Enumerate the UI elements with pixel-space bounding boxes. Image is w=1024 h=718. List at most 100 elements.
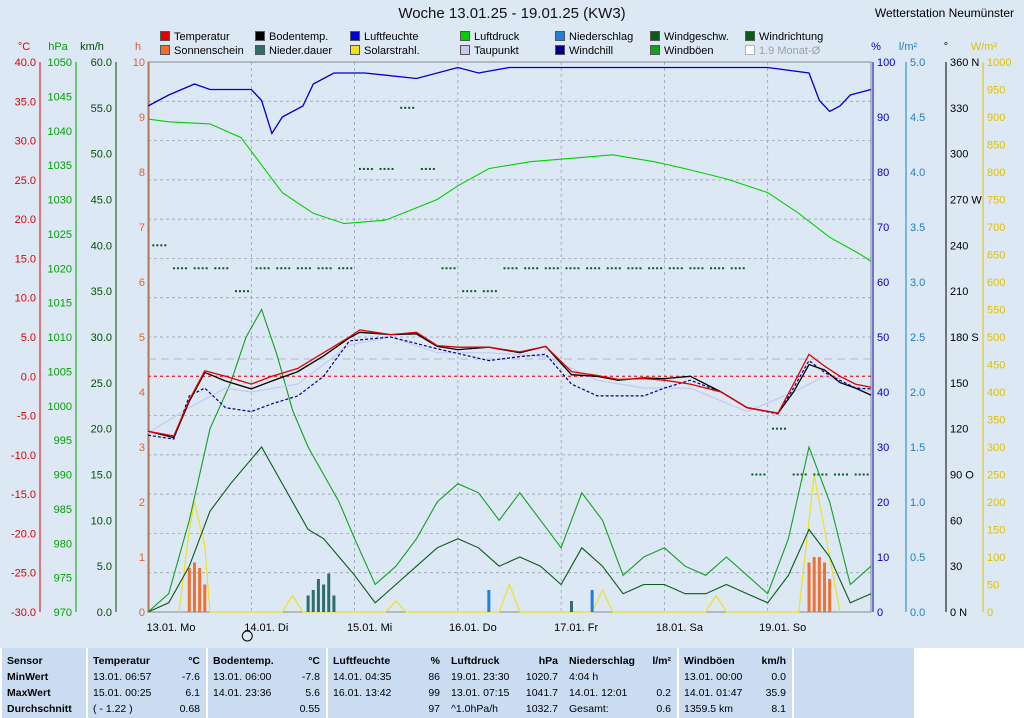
axis-tick-rain: 5.0 [910,57,925,69]
axis-tick-pressure: 1050 [48,57,72,69]
axis-tick-rain: 1.0 [910,497,925,509]
stats-cell: ( - 1.22 ) [93,703,133,715]
bar-sonnenschein [187,568,191,612]
wind-direction-dot [329,267,332,270]
axis-unit-hours: h [135,41,141,53]
stats-cell: Luftdruck [451,655,500,667]
wind-direction-dot [577,267,580,270]
axis-tick-rain: 3.0 [910,277,925,289]
wind-direction-dot [548,267,551,270]
stats-cell: 13.01. 06:57 [93,671,152,683]
wind-direction-dot [606,267,609,270]
axis-tick-wind: 0.0 [97,607,112,619]
axis-tick-humidity: 90 [877,112,889,124]
wind-direction-dot [594,267,597,270]
axis-tick-hours: 2 [139,497,145,509]
wind-direction-dot [342,267,345,270]
wind-direction-dot [412,106,415,109]
axis-tick-solar: 0 [987,607,993,619]
wind-direction-dot [400,106,403,109]
wind-direction-dot [821,473,824,476]
wind-direction-dot [610,267,613,270]
stats-row: 0.55 [208,702,326,716]
stats-table: Sensor MinWert MaxWert Durchschnitt Temperat… [0,648,1024,718]
bar-nieder-dauer [569,601,573,612]
axis-tick-temp: 20.0 [15,214,36,226]
stats-row: ^1.0hPa/h 1032.7 [446,702,564,716]
bar-nieder-dauer [327,573,331,612]
wind-direction-dot [482,290,485,293]
axis-tick-temp: -15.0 [11,489,36,501]
wind-direction-dot [280,267,283,270]
wind-direction-dot [462,290,465,293]
stats-value: % [430,655,440,667]
axis-tick-hours: 5 [139,332,145,344]
stats-row-label: Sensor [2,654,86,668]
day-label: 13.01. Mo [147,622,196,634]
axis-tick-humidity: 60 [877,277,889,289]
axis-tick-direction: 330 [950,103,968,115]
stats-row: 19.01. 23:30 1020.7 [446,670,564,684]
stats-cell: 15.01. 00:25 [93,687,152,699]
wind-direction-dot [862,473,865,476]
wind-direction-dot [668,267,671,270]
stats-value: -7.8 [301,671,320,683]
wind-direction-dot [846,473,849,476]
day-label: 19.01. So [759,622,806,634]
stats-row: Niederschlag l/m² [564,654,677,668]
wind-direction-dot [214,267,217,270]
wind-direction-dot [680,267,683,270]
wind-direction-dot [586,267,589,270]
wind-direction-dot [160,244,163,247]
axis-tick-solar: 150 [987,525,1005,537]
stats-cell: Temperatur [93,655,150,667]
chart-area: Woche 13.01.25 - 19.01.25 (KW3) Wetterst… [0,0,1024,650]
legend-label: Sonnenschein [174,45,244,57]
stats-row: 1359.5 km 8.1 [679,702,792,716]
stats-row: 14.01. 12:01 0.2 [564,686,677,700]
stats-value: 0.2 [656,687,671,699]
moon-icon [241,630,253,642]
axis-tick-direction: 300 [950,149,968,161]
axis-tick-humidity: 0 [877,607,883,619]
bar-niederschlag [590,590,594,612]
axis-tick-solar: 50 [987,580,999,592]
wind-direction-dot [176,267,179,270]
wind-direction-dot [652,267,655,270]
wind-direction-dot [172,267,175,270]
wind-direction-dot [466,290,469,293]
axis-tick-wind: 10.0 [91,515,112,527]
stats-row-label: MinWert [2,670,86,684]
axis-tick-wind: 50.0 [91,149,112,161]
day-label: 18.01. Sa [656,622,704,634]
wind-direction-dot [656,267,659,270]
axis-tick-solar: 200 [987,497,1005,509]
wind-direction-dot [552,267,555,270]
series-luftfeuchte [147,66,872,136]
wind-direction-dot [755,473,758,476]
axis-tick-temp: 0.0 [21,371,36,383]
wind-direction-dot [627,267,630,270]
axis-tick-temp: 15.0 [15,253,36,265]
wind-direction-dot [834,473,837,476]
stats-value: 1041.7 [525,687,558,699]
stats-panel: Luftdruck hPa 19.01. 23:30 1020.7 13.01. 07:… [446,648,564,718]
wind-direction-dot [284,267,287,270]
wind-direction-dot [660,267,663,270]
axis-tick-direction: 270 W [950,195,982,207]
axis-tick-humidity: 30 [877,442,889,454]
wind-direction-dot [759,473,762,476]
stats-row: Luftfeuchte% [328,654,446,668]
wind-direction-dot [197,267,200,270]
stats-row: 16.01. 13:42 99 [328,686,446,700]
stats-row: 14.01. 01:47 35.9 [679,686,792,700]
legend-swatch [255,45,265,55]
legend-item: Solarstrahl. [350,44,420,58]
series-taupunkt [147,336,872,434]
stats-panel: Luftfeuchte% 14.01. 04:35 86 16.01. 13:42 99… [328,648,446,718]
stats-cell: 14.01. 04:35 [333,671,392,683]
stats-row: Luftdruck hPa [446,654,564,668]
wind-direction-dot [507,267,510,270]
wind-direction-dot [528,267,531,270]
wind-direction-dot [205,267,208,270]
